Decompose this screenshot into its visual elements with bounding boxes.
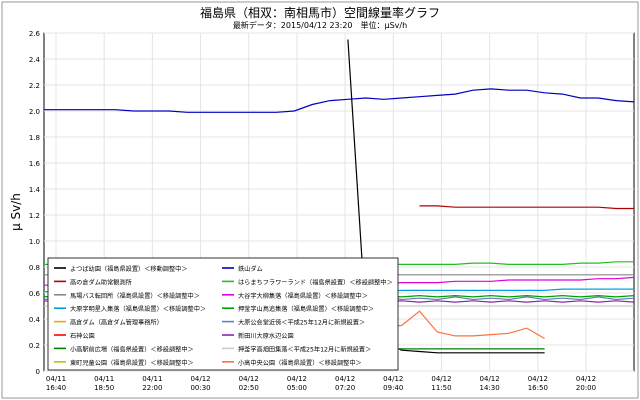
x-tick-date: 04/12 — [431, 375, 451, 383]
x-tick-time: 07:20 — [335, 384, 355, 392]
x-tick-date: 04/12 — [383, 375, 403, 383]
y-tick-label: 0.2 — [29, 342, 40, 350]
legend-label: はらまちフラワーランド（福島県設置）＜移設調整中＞ — [238, 278, 393, 286]
x-tick-date: 04/12 — [287, 375, 307, 383]
x-tick-time: 09:40 — [383, 384, 403, 392]
x-tick-date: 04/12 — [480, 375, 500, 383]
y-tick-label: 1.2 — [29, 212, 40, 220]
legend-label: よつば幼園（福島県設置）＜移動調整中＞ — [70, 265, 188, 273]
x-tick-time: 00:30 — [190, 384, 210, 392]
x-tick-date: 04/12 — [576, 375, 596, 383]
legend-label: 新田川大原水辺公園 — [238, 332, 294, 340]
legend-label: 大原字明星入集落（福島県設置）＜移設調整中＞ — [70, 305, 206, 313]
x-tick-date: 04/12 — [190, 375, 210, 383]
x-tick-time: 14:30 — [480, 384, 500, 392]
legend-label: 押釜字高畑田集落＜平成25年12月に新規設置＞ — [238, 345, 371, 353]
x-tick-date: 04/11 — [46, 375, 66, 383]
x-tick-time: 16:50 — [528, 384, 548, 392]
x-tick-time: 18:50 — [94, 384, 114, 392]
y-tick-label: 2.6 — [29, 30, 41, 38]
legend-label: 鉄山ダム — [238, 265, 263, 273]
legend-label: 大原公会堂近傍＜平成25年12月に新規設置＞ — [238, 319, 365, 327]
x-tick-date: 04/12 — [335, 375, 355, 383]
y-tick-label: 0 — [36, 368, 40, 376]
x-tick-date: 04/11 — [94, 375, 114, 383]
y-tick-label: 2.4 — [29, 56, 41, 64]
x-tick-date: 04/11 — [142, 375, 162, 383]
x-tick-time: 20:00 — [576, 384, 596, 392]
legend-label: 馬場バス転回所（福島県設置）＜移設調整中＞ — [70, 292, 200, 300]
y-tick-label: 2.0 — [29, 108, 40, 116]
x-tick-date: 04/12 — [528, 375, 548, 383]
y-tick-label: 0.6 — [29, 290, 41, 298]
chart-subtitle: 最新データ：2015/04/12 23:20 単位：μSv/h — [232, 21, 408, 30]
y-tick-label: 2.2 — [29, 82, 40, 90]
x-tick-time: 11:50 — [431, 384, 451, 392]
x-tick-time: 05:00 — [287, 384, 307, 392]
x-tick-date: 04/12 — [239, 375, 259, 383]
legend-label: 小高駅前広場（福島県設置）＜移設調整中＞ — [70, 345, 194, 353]
legend-label: 高倉ダム（高倉ダム管理事務所） — [70, 319, 163, 327]
chart-title: 福島県（相双：南相馬市）空間線量率グラフ — [199, 6, 440, 20]
legend-label: 石神公園 — [70, 332, 95, 340]
legend-box — [47, 257, 399, 371]
x-tick-time: 02:50 — [239, 384, 259, 392]
x-tick-time: 16:40 — [46, 384, 66, 392]
y-tick-label: 1.0 — [29, 238, 40, 246]
series-line — [44, 88, 635, 113]
legend-label: 押釜字山鳥追集落（福島県設置）＜移設調整中＞ — [238, 305, 374, 313]
legend-label: 高の倉ダム助常観測所 — [70, 278, 132, 286]
legend-label: 大谷字大柳集落（福島県設置）＜移設調整中＞ — [238, 292, 368, 300]
y-tick-label: 0.8 — [29, 264, 40, 272]
legend-label: 小高中央公園（福島県設置）＜移設調整中＞ — [238, 359, 362, 367]
y-tick-label: 1.8 — [29, 134, 40, 142]
series-line — [419, 205, 634, 210]
y-tick-label: 0.4 — [29, 316, 41, 324]
y-tick-label: 1.4 — [29, 186, 41, 194]
x-tick-time: 22:00 — [142, 384, 162, 392]
legend-label: 東町児童公園（福島県設置）＜移設調整中＞ — [70, 359, 194, 367]
y-tick-label: 1.6 — [29, 160, 41, 168]
